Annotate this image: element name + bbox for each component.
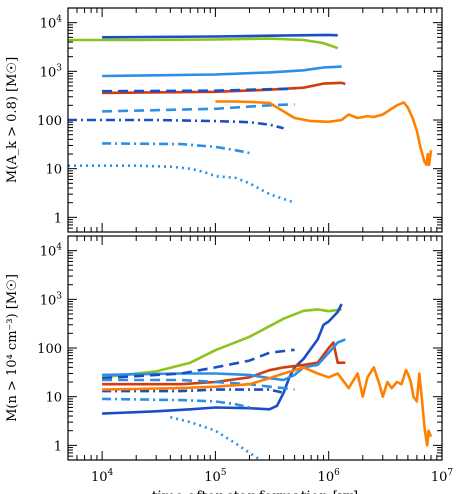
series-line	[102, 397, 250, 409]
series-line	[102, 303, 343, 415]
x-tick-label: 105	[204, 468, 227, 485]
x-tick-label: 106	[318, 468, 341, 485]
y-tick-label: 10	[45, 391, 62, 406]
series-line	[102, 338, 346, 382]
y-tick-label: 103	[40, 291, 63, 308]
series-line	[68, 118, 284, 130]
series-line	[102, 366, 433, 447]
series-line	[102, 33, 338, 39]
series-line	[102, 142, 250, 155]
y-tick-label: 10	[45, 163, 62, 178]
series-line	[102, 341, 346, 386]
series-line	[215, 100, 433, 167]
plot-frame	[67, 7, 443, 233]
bottom-panel: 1 10 100 103 104 104 105 106 107 M(n > 10⁴ cm⁻³) …	[5, 235, 454, 494]
y-axis-label: M(n > 10⁴ cm⁻³) [M☉]	[5, 274, 20, 422]
series-line	[68, 37, 339, 50]
top-panel: 1 10 100 103 104 M(A_k > 0.8) [M☉]	[5, 7, 443, 233]
series-line	[102, 348, 295, 380]
x-tick-label: 107	[431, 468, 454, 485]
series-line	[101, 308, 342, 379]
series-line	[68, 164, 296, 204]
y-tick-label: 104	[40, 243, 63, 260]
y-tick-label: 100	[37, 342, 62, 357]
series-line	[102, 65, 342, 78]
series-group	[68, 33, 433, 204]
series-line	[102, 103, 295, 113]
y-tick-label: 100	[37, 114, 62, 129]
y-tick-label: 1	[54, 439, 62, 454]
x-tick-label: 104	[91, 468, 114, 485]
series-line	[102, 87, 295, 93]
y-tick-label: 103	[40, 63, 63, 80]
series-line	[169, 415, 262, 460]
series-group	[101, 303, 433, 460]
plot-frame	[67, 235, 443, 461]
y-tick-label: 104	[40, 15, 63, 32]
y-tick-label: 1	[54, 211, 62, 226]
x-axis-label: time after star formation [yr]	[152, 489, 358, 494]
y-axis-label: M(A_k > 0.8) [M☉]	[5, 57, 20, 183]
